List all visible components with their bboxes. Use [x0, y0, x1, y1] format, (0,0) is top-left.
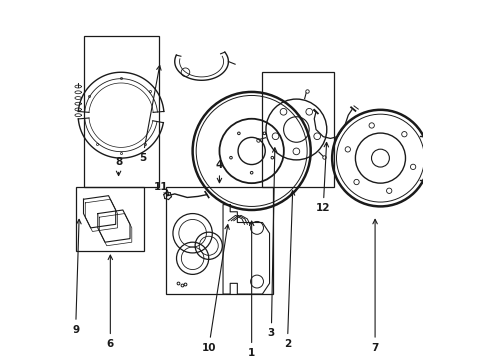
Text: 11: 11 [154, 182, 168, 195]
Text: 6: 6 [106, 255, 114, 349]
Text: 10: 10 [201, 225, 229, 353]
Text: 4: 4 [215, 160, 223, 183]
Text: 7: 7 [371, 219, 378, 353]
Bar [262, 72, 333, 187]
Bar [83, 36, 158, 187]
Text: 9: 9 [72, 219, 81, 335]
Text: 12: 12 [315, 143, 330, 213]
Text: 8: 8 [115, 157, 122, 176]
Text: 1: 1 [247, 221, 255, 358]
Text: 3: 3 [267, 148, 276, 338]
Text: 5: 5 [139, 66, 161, 163]
Text: 2: 2 [283, 191, 294, 349]
Bar [76, 187, 144, 251]
Bar [165, 187, 273, 294]
